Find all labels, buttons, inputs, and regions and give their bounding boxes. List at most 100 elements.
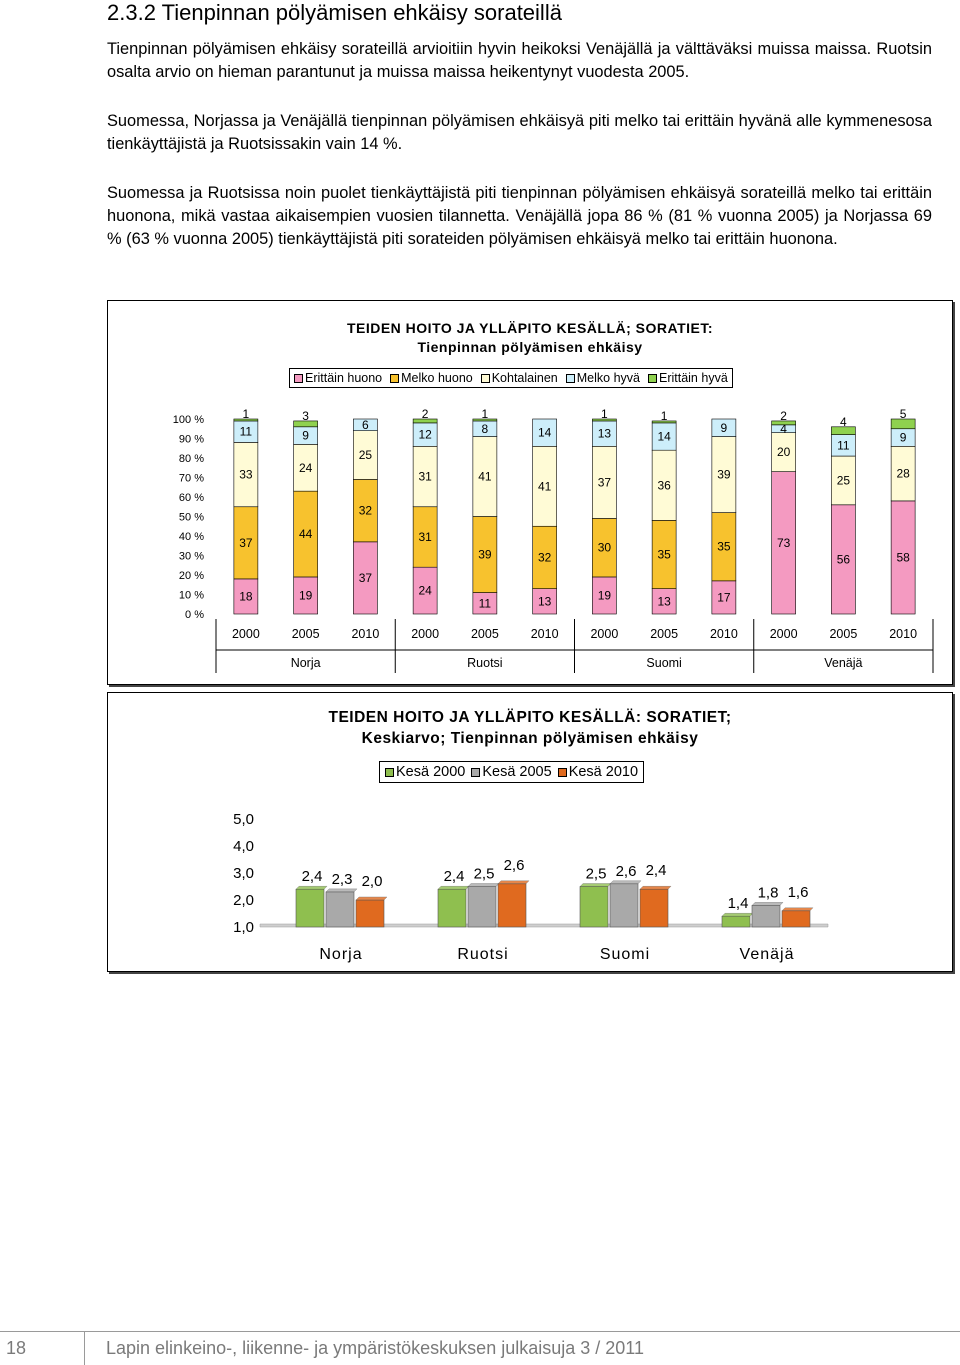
bar [721, 915, 751, 928]
bar-top [721, 912, 754, 917]
bar-segment [233, 506, 259, 580]
bar [579, 886, 609, 928]
x-tick-label: 2000 [411, 627, 439, 641]
data-label: 25 [359, 448, 373, 462]
data-label: 1,4 [728, 895, 749, 912]
bar-top [639, 885, 672, 890]
data-label: 33 [239, 468, 253, 482]
group-label: Ruotsi [467, 656, 502, 670]
bar-segment [771, 432, 796, 472]
x-tick-label: Norja [319, 946, 362, 963]
y-tick-label: 50 % [179, 512, 204, 524]
data-label: 4 [780, 422, 787, 436]
bar-segment [651, 420, 677, 424]
chart1-legend: Erittäin huono Melko huono Kohtalainen Melk… [289, 368, 733, 388]
bar-segment [472, 418, 498, 422]
data-label: 2,4 [302, 868, 323, 885]
bar [467, 886, 497, 928]
data-label: 2,0 [362, 873, 383, 890]
bar-segment [293, 490, 318, 578]
bar-segment [592, 446, 617, 519]
bar-segment [771, 420, 796, 426]
bar-segment [711, 512, 737, 582]
data-label: 9 [721, 421, 728, 435]
bar-top [355, 896, 388, 901]
bar-top [497, 880, 530, 885]
data-label: 32 [538, 550, 552, 564]
bar-segment [831, 504, 856, 615]
data-label: 2,5 [586, 866, 607, 883]
bar-top [295, 885, 328, 890]
data-label: 36 [657, 478, 671, 492]
data-label: 1 [661, 409, 668, 423]
chart1-title-line2: Tienpinnan pölyämisen ehkäisy [417, 339, 643, 355]
data-label: 14 [538, 426, 552, 440]
chart1-title: TEIDEN HOITO JA YLLÄPITO KESÄLLÄ; SORATI… [108, 319, 952, 357]
data-label: 2 [780, 409, 787, 423]
x-tick-label: Ruotsi [457, 946, 508, 963]
data-label: 20 [777, 445, 791, 459]
bar-top [751, 902, 784, 906]
bar-top [437, 885, 470, 890]
x-tick-label: 2010 [351, 627, 379, 641]
data-label: 37 [359, 571, 373, 585]
y-tick-label: 30 % [179, 551, 204, 563]
x-tick-label: 2010 [531, 627, 559, 641]
data-label: 3 [302, 409, 309, 423]
x-tick-label: 2010 [710, 627, 738, 641]
paragraph-3: Suomessa ja Ruotsissa noin puolet tienkä… [107, 184, 932, 248]
bar-segment [592, 518, 617, 578]
x-tick-label: 2000 [590, 627, 618, 641]
group-label: Venäjä [824, 656, 862, 670]
data-label: 25 [837, 473, 851, 487]
paragraph-2: Suomessa, Norjassa ja Venäjällä tienpinn… [107, 112, 932, 153]
legend-label: Kesä 2005 [482, 764, 552, 780]
bar-segment [711, 418, 737, 437]
data-label: 39 [717, 468, 731, 482]
footer-divider [0, 1331, 960, 1332]
legend-label: Kesä 2000 [396, 764, 466, 780]
data-label: 44 [299, 527, 313, 541]
data-label: 13 [598, 427, 612, 441]
legend-swatch [480, 373, 490, 383]
legend-item: Kesä 2010 [557, 764, 638, 780]
bar-segment [771, 471, 796, 615]
data-label: 73 [777, 536, 791, 550]
y-tick-label: 20 % [179, 570, 204, 582]
x-tick-label: Suomi [600, 946, 650, 963]
bar-segment [472, 516, 498, 593]
data-label: 13 [538, 594, 552, 608]
bar-segment [293, 420, 318, 428]
footer-separator [84, 1332, 85, 1365]
legend-item: Kesä 2005 [471, 764, 552, 780]
legend-item: Erittäin hyvä [647, 371, 728, 385]
bar-segment [890, 418, 916, 430]
legend-item: Erittäin huono [294, 371, 382, 385]
group-label: Norja [291, 656, 321, 670]
legend-label: Melko huono [401, 371, 473, 385]
data-label: 39 [478, 548, 492, 562]
data-label: 11 [479, 596, 492, 610]
y-tick-label: 70 % [179, 473, 204, 485]
bar-top [325, 888, 358, 893]
y-tick-label: 40 % [179, 531, 204, 543]
chart2-title: TEIDEN HOITO JA YLLÄPITO KESÄLLÄ: SORATI… [108, 707, 952, 749]
y-tick-label: 80 % [179, 453, 204, 465]
x-tick-label: Venäjä [740, 946, 795, 963]
legend-swatch [385, 767, 394, 777]
data-label: 19 [299, 588, 313, 602]
data-label: 5 [900, 407, 907, 421]
chart1-plot: 100 %90 %80 %70 %60 %50 %40 %30 %20 %10 … [173, 407, 934, 673]
data-label: 31 [418, 470, 432, 484]
y-tick-label: 1,0 [233, 919, 254, 936]
bar [355, 899, 385, 928]
chart2-title-line1: TEIDEN HOITO JA YLLÄPITO KESÄLLÄ: SORATI… [328, 709, 732, 726]
data-label: 11 [837, 438, 850, 452]
bar-segment [532, 588, 557, 615]
bar-segment [233, 442, 259, 508]
y-tick-label: 3,0 [233, 865, 254, 882]
bar-segment [532, 418, 557, 447]
x-tick-label: 2005 [471, 627, 499, 641]
stacked-bar-chart: TEIDEN HOITO JA YLLÄPITO KESÄLLÄ; SORATI… [107, 300, 953, 685]
legend-item: Melko hyvä [565, 371, 640, 385]
